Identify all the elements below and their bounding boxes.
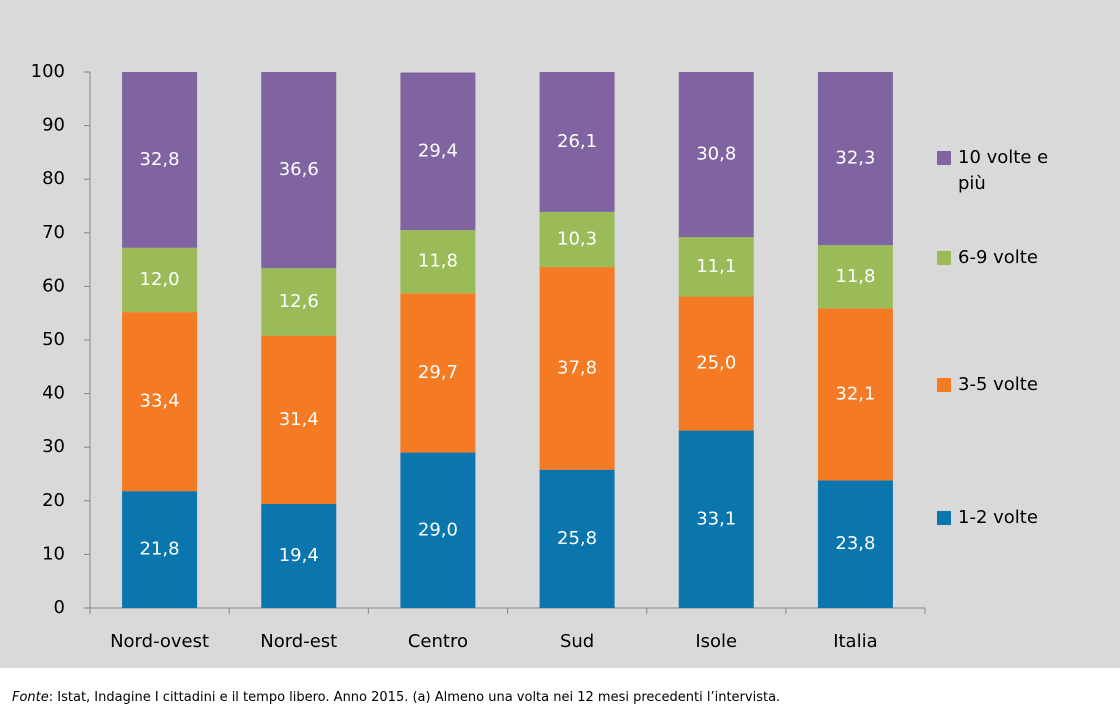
bar-segment — [122, 247, 198, 313]
footnote: Fonte: Istat, Indagine I cittadini e il … — [12, 690, 780, 705]
x-tick-label: Nord-est — [260, 631, 337, 652]
y-tick-label: 10 — [42, 543, 65, 564]
y-tick-label: 60 — [42, 275, 65, 296]
legend-label: 1-2 volte — [958, 507, 1038, 528]
bar-segment — [261, 504, 337, 608]
legend-swatch — [937, 378, 951, 392]
bar-segment — [539, 211, 615, 268]
y-tick-label: 30 — [42, 436, 65, 457]
legend-label: 3-5 volte — [958, 374, 1038, 395]
footnote-text: : Istat, Indagine I cittadini e il tempo… — [48, 690, 781, 705]
data-label: 21,8 — [140, 539, 180, 560]
data-label: 11,8 — [835, 266, 875, 287]
bar-segment — [817, 72, 893, 246]
y-tick-label: 100 — [31, 61, 65, 82]
bar-segment — [817, 308, 893, 481]
bar-segment — [122, 312, 198, 492]
data-label: 33,4 — [140, 391, 180, 412]
data-label: 37,8 — [557, 357, 597, 378]
legend-label: 10 volte e più — [958, 147, 1049, 194]
bar-segment — [817, 245, 893, 309]
bar-segment — [400, 72, 476, 231]
data-label: 11,1 — [696, 256, 736, 277]
bar-segment — [122, 72, 198, 248]
bar-segment — [678, 430, 754, 608]
x-tick-label: Centro — [408, 631, 468, 652]
data-label: 31,4 — [279, 409, 319, 430]
data-label: 32,8 — [140, 149, 180, 170]
y-tick-label: 70 — [42, 222, 65, 243]
legend-swatch — [937, 511, 951, 525]
data-label: 23,8 — [835, 533, 875, 554]
y-tick-label: 80 — [42, 168, 65, 189]
bar-segment — [678, 72, 754, 238]
y-tick-label: 90 — [42, 115, 65, 136]
bar-segment — [261, 268, 337, 336]
bar-segment — [400, 452, 476, 608]
data-label: 11,8 — [418, 251, 458, 272]
legend-swatch — [937, 151, 951, 165]
bar-segment — [539, 469, 615, 608]
data-label: 33,1 — [696, 508, 736, 529]
x-tick-label: Sud — [560, 631, 594, 652]
y-tick-label: 0 — [54, 597, 65, 618]
data-label: 32,1 — [835, 383, 875, 404]
bar-segment — [539, 72, 615, 212]
x-tick-label: Nord-ovest — [110, 631, 209, 652]
legend-label: 6-9 volte — [958, 247, 1038, 268]
y-tick-label: 20 — [42, 490, 65, 511]
bar-segment — [400, 230, 476, 294]
bar-segment — [261, 72, 337, 269]
data-label: 25,0 — [696, 353, 736, 374]
bar-segment — [539, 267, 615, 470]
bar-segment — [400, 293, 476, 453]
data-label: 29,0 — [418, 519, 458, 540]
data-label: 29,4 — [418, 140, 458, 161]
data-label: 32,3 — [835, 148, 875, 169]
data-label: 30,8 — [696, 144, 736, 165]
bar-segment — [122, 491, 198, 608]
legend-swatch — [937, 251, 951, 265]
footnote-label: Fonte — [12, 690, 49, 705]
data-label: 36,6 — [279, 159, 319, 180]
data-label: 26,1 — [557, 131, 597, 152]
data-label: 25,8 — [557, 528, 597, 549]
data-label: 29,7 — [418, 362, 458, 383]
data-label: 12,6 — [279, 291, 319, 312]
data-label: 10,3 — [557, 229, 597, 250]
data-label: 12,0 — [140, 269, 180, 290]
y-tick-label: 50 — [42, 329, 65, 350]
y-tick-label: 40 — [42, 383, 65, 404]
bar-segment — [678, 296, 754, 431]
bar-segment — [817, 480, 893, 608]
x-tick-label: Isole — [695, 631, 737, 652]
bar-segment — [678, 237, 754, 297]
bar-segment — [261, 335, 337, 505]
x-tick-label: Italia — [833, 631, 877, 652]
data-label: 19,4 — [279, 545, 319, 566]
